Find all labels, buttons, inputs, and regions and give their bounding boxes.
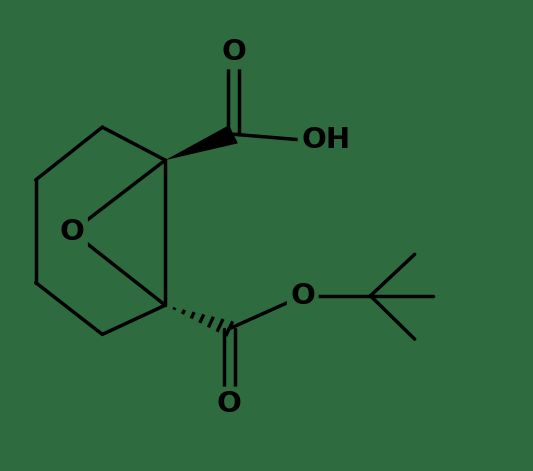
Text: O: O [60, 218, 84, 246]
Text: O: O [217, 390, 241, 418]
Text: OH: OH [301, 126, 350, 154]
Polygon shape [165, 125, 238, 160]
Text: O: O [221, 38, 246, 66]
Text: O: O [290, 282, 315, 310]
